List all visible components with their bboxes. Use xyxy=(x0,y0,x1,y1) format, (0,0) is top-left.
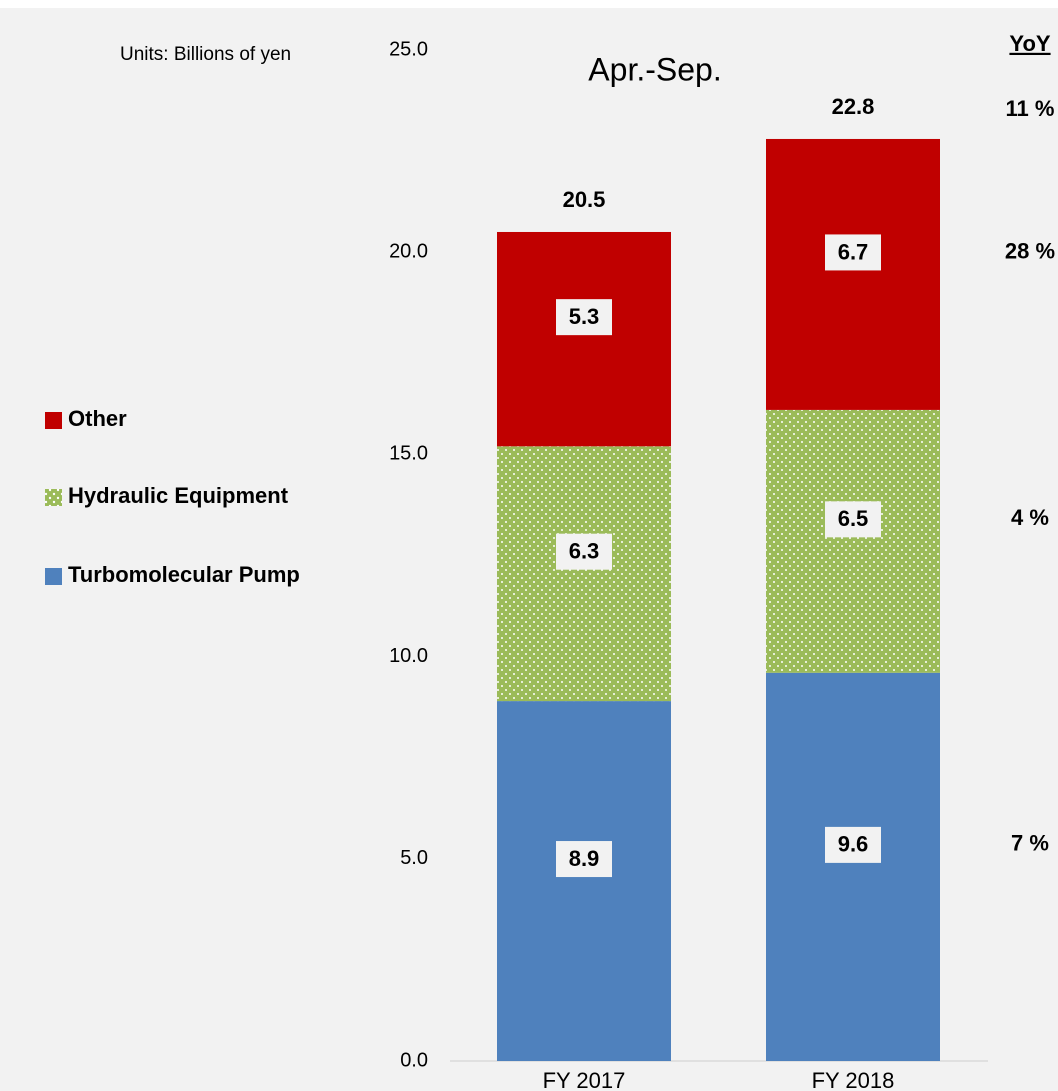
yoy-label: 28 % xyxy=(1005,238,1055,263)
x-tick-label: FY 2017 xyxy=(543,1068,626,1091)
legend-swatch xyxy=(45,568,62,585)
legend-swatch xyxy=(45,489,62,506)
bar-segment xyxy=(497,446,671,702)
y-tick-label: 15.0 xyxy=(389,443,428,465)
data-label: 6.3 xyxy=(569,539,600,564)
legend-swatch xyxy=(45,412,62,429)
data-label-box xyxy=(556,841,612,878)
legend-label: Other xyxy=(68,406,127,431)
legend-label: Turbomolecular Pump xyxy=(68,562,300,587)
y-tick-label: 5.0 xyxy=(400,847,428,869)
data-label: 8.9 xyxy=(569,846,600,871)
chart-title: Apr.-Sep. xyxy=(588,51,721,87)
bar-segment xyxy=(766,409,940,673)
legend-label: Hydraulic Equipment xyxy=(68,483,289,508)
data-label: 6.5 xyxy=(838,506,869,531)
data-label-box xyxy=(556,533,612,570)
y-tick-label: 0.0 xyxy=(400,1049,428,1071)
data-label: 9.6 xyxy=(838,832,869,857)
data-label: 5.3 xyxy=(569,304,600,329)
data-label-box xyxy=(825,826,881,863)
bar-segment xyxy=(766,138,940,410)
data-label-box xyxy=(825,501,881,538)
y-tick-label: 25.0 xyxy=(389,38,428,60)
bar-segment xyxy=(497,701,671,1061)
yoy-title: YoY xyxy=(1009,31,1050,56)
y-tick-label: 10.0 xyxy=(389,645,428,667)
units-note: Units: Billions of yen xyxy=(120,44,291,65)
bar-segment xyxy=(497,231,671,447)
data-label-box xyxy=(556,299,612,336)
total-label: 20.5 xyxy=(563,187,606,212)
data-label-box xyxy=(825,234,881,271)
bar-segment xyxy=(766,672,940,1061)
data-label: 6.7 xyxy=(838,239,869,264)
total-label: 22.8 xyxy=(832,94,875,119)
y-tick-label: 20.0 xyxy=(389,240,428,262)
yoy-label: 7 % xyxy=(1011,831,1049,856)
x-tick-label: FY 2018 xyxy=(812,1068,895,1091)
yoy-label: 4 % xyxy=(1011,505,1049,530)
yoy-total-label: 11 % xyxy=(1006,96,1055,121)
